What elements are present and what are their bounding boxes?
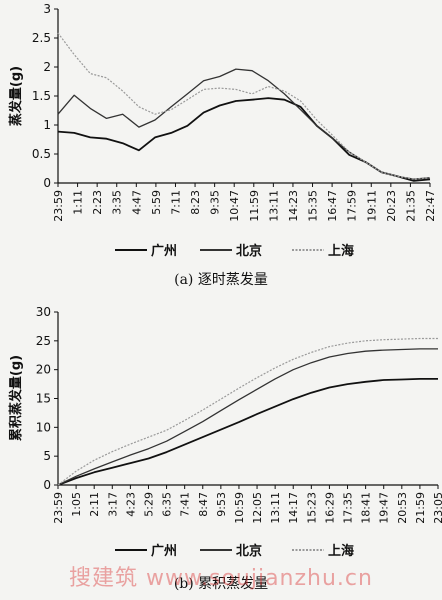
- x-tick-label: 15:23: [305, 492, 318, 524]
- series-line-1: [57, 97, 431, 182]
- legend-label-3: 上海: [328, 243, 354, 259]
- x-tick-label: 8:47: [197, 492, 210, 517]
- x-tick-label: 16:29: [323, 492, 336, 524]
- x-tick-label: 13:11: [267, 190, 280, 222]
- x-tick-label: 23:59: [52, 492, 65, 524]
- x-tick-label: 20:53: [396, 492, 409, 524]
- chart-a: 0 0.5 1 1.5 2 2.5 3 23:59 1:11 2:23 3:35 4:47 5:59 7:…: [8, 2, 437, 288]
- chart-a-panel: 0 0.5 1 1.5 2 2.5 3 23:59 1:11 2:23 3:35 4:47 5:59 7:…: [8, 2, 437, 288]
- x-tick-label: 19:11: [365, 190, 378, 222]
- x-tick-label: 16:47: [326, 190, 339, 222]
- series-line-3: [57, 337, 438, 486]
- series-line-2: [57, 348, 438, 486]
- series-line-2: [57, 68, 431, 180]
- x-tick-label: 17:35: [342, 492, 355, 524]
- y-tick-label: 0.5: [32, 147, 51, 161]
- chart-b-caption: (b) 累积蒸发量: [174, 576, 268, 592]
- x-tick-label: 11:59: [248, 190, 261, 222]
- y-tick-label: 2: [43, 60, 51, 74]
- legend-label-2: 北京: [236, 243, 262, 259]
- x-tick-label: 4:47: [130, 190, 143, 215]
- x-tick-label: 14:17: [287, 492, 300, 524]
- chart-a-ylabel: 蒸发量(g): [8, 66, 24, 126]
- series-line-3: [57, 32, 431, 180]
- x-tick-label: 2:23: [91, 190, 104, 215]
- x-tick-label: 7:11: [169, 190, 182, 215]
- legend-label-2: 北京: [236, 543, 262, 559]
- x-tick-label: 23:05: [432, 492, 442, 524]
- chart-b-panel: 0 5 10 15 20 25 30 23:59 1:05 2:11 3:17 4:23 5:29 6:3…: [0, 298, 442, 600]
- x-tick-label: 9:53: [215, 492, 228, 517]
- x-tick-label: 8:23: [189, 190, 202, 215]
- series-line-1: [57, 378, 438, 486]
- x-tick-label: 9:35: [209, 190, 222, 215]
- x-tick-label: 13:11: [269, 492, 282, 524]
- x-tick-label: 23:59: [52, 190, 65, 222]
- y-tick-label: 0: [43, 478, 51, 492]
- x-tick-label: 1:11: [72, 190, 85, 215]
- legend-label-1: 广州: [151, 243, 177, 259]
- x-tick-label: 14:23: [287, 190, 300, 222]
- y-tick-label: 30: [36, 305, 51, 319]
- y-tick-label: 2.5: [32, 31, 51, 45]
- x-tick-label: 1:05: [70, 492, 83, 517]
- x-tick-label: 6:35: [161, 492, 174, 517]
- y-tick-label: 3: [43, 2, 51, 16]
- y-tick-label: 10: [36, 420, 51, 434]
- legend-label-1: 广州: [151, 543, 177, 559]
- y-tick-label: 1.5: [32, 89, 51, 103]
- x-tick-label: 5:59: [150, 190, 163, 215]
- y-tick-label: 20: [36, 363, 51, 377]
- x-tick-label: 12:05: [251, 492, 264, 524]
- x-tick-label: 17:59: [346, 190, 359, 222]
- y-tick-label: 1: [43, 118, 51, 132]
- x-tick-label: 15:35: [307, 190, 320, 222]
- x-tick-label: 21:35: [404, 190, 417, 222]
- chart-a-caption: (a) 逐时蒸发量: [174, 272, 268, 288]
- x-tick-label: 19:47: [378, 492, 391, 524]
- x-tick-label: 18:41: [360, 492, 373, 524]
- x-tick-label: 4:23: [124, 492, 137, 517]
- x-tick-label: 3:35: [111, 190, 124, 215]
- x-tick-label: 22:47: [424, 190, 437, 222]
- x-tick-label: 10:59: [233, 492, 246, 524]
- x-tick-label: 20:23: [385, 190, 398, 222]
- chart-b-ylabel: 累积蒸发量(g): [8, 355, 24, 441]
- legend-label-3: 上海: [328, 543, 354, 559]
- x-tick-label: 5:29: [142, 492, 155, 517]
- x-tick-label: 2:11: [88, 492, 101, 517]
- y-tick-label: 25: [36, 334, 51, 348]
- y-tick-label: 5: [43, 449, 51, 463]
- y-tick-label: 0: [43, 176, 51, 190]
- x-tick-label: 3:17: [106, 492, 119, 517]
- y-tick-label: 15: [36, 392, 51, 406]
- chart-b: 0 5 10 15 20 25 30 23:59 1:05 2:11 3:17 4:23 5:29 6:3…: [8, 305, 442, 592]
- x-tick-label: 7:41: [179, 492, 192, 517]
- x-tick-label: 10:47: [228, 190, 241, 222]
- x-tick-label: 21:59: [414, 492, 427, 524]
